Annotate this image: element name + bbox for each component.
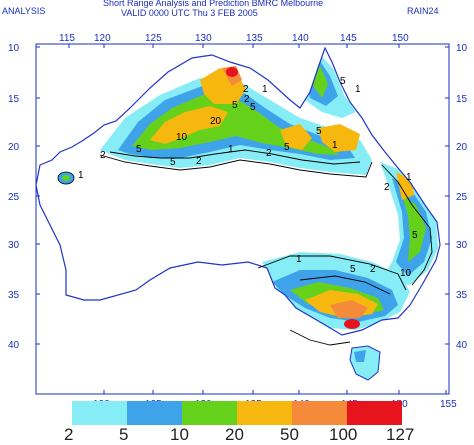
lon-tick-label: 115 (59, 33, 75, 44)
contour-label: 1 (228, 144, 234, 155)
contour-label: 2 (384, 182, 390, 193)
lon-tick-label: 150 (392, 33, 409, 44)
contour-label: 2 (266, 148, 272, 159)
legend-swatch (127, 401, 182, 425)
contour-label: 1 (406, 172, 412, 183)
legend-swatch (347, 401, 402, 425)
legend-swatch (72, 401, 127, 425)
lat-tick-label: 40 (8, 340, 20, 351)
lat-right-axis: 10 15 20 25 30 35 40 (456, 43, 468, 351)
contour-label: 20 (210, 116, 222, 127)
contour-label: 5 (250, 102, 256, 113)
legend-swatch (237, 401, 292, 425)
contour-label: 1 (78, 170, 84, 181)
contour-label: 10 (400, 268, 412, 279)
legend-label: 5 (119, 425, 129, 444)
lat-left-axis: 10 15 20 25 30 35 40 (8, 43, 20, 351)
lon-tick-label: 155 (440, 399, 457, 410)
rain-shading (100, 52, 438, 330)
legend-swatch (182, 401, 237, 425)
contour-label: 2 (370, 264, 376, 275)
contour-label: 2 (244, 94, 250, 105)
contour-label: 2 (243, 84, 249, 95)
contour-label: 5 (170, 157, 176, 168)
contour-label: 5 (340, 76, 346, 87)
lat-tick-label: 30 (456, 240, 468, 251)
contour-label: 1 (355, 84, 361, 95)
contour-label: 2 (100, 150, 106, 161)
lon-tick-label: 130 (195, 33, 212, 44)
lon-tick-label: 125 (145, 33, 162, 44)
contour-label: 1 (296, 254, 302, 265)
lat-tick-label: 30 (8, 240, 20, 251)
legend-label: 100 (329, 425, 358, 444)
lat-tick-label: 25 (456, 192, 468, 203)
lat-tick-label: 40 (456, 340, 468, 351)
lat-tick-label: 10 (456, 43, 468, 54)
legend-label: 10 (170, 425, 189, 444)
lat-tick-label: 10 (8, 43, 20, 54)
lat-tick-label: 15 (456, 94, 468, 105)
contour-label: 5 (284, 142, 290, 153)
lat-tick-label: 35 (456, 290, 468, 301)
rain24-label: RAIN24 (407, 6, 439, 16)
contour-label: 5 (136, 144, 142, 155)
lat-tick-label: 35 (8, 290, 20, 301)
lon-tick-label: 145 (340, 33, 357, 44)
map-title: Short Range Analysis and Prediction BMRC… (103, 0, 324, 8)
valid-time: VALID 0000 UTC Thu 3 FEB 2005 (121, 8, 258, 18)
legend-label: 20 (225, 425, 244, 444)
contour-label-group: 2 5 1 2 5 20 10 5 2 5 2 1 5 5 5 1 2 2 5 … (78, 76, 418, 279)
coastline (35, 46, 441, 336)
lat-tick-label: 20 (8, 142, 20, 153)
lon-tick-label: 140 (292, 33, 309, 44)
contour-label: 2 (196, 156, 202, 167)
tick-marks (36, 44, 449, 394)
contour-label: 5 (232, 100, 238, 111)
contour-label: 5 (350, 264, 356, 275)
lat-tick-label: 15 (8, 94, 20, 105)
lon-tick-label: 120 (94, 33, 111, 44)
lat-tick-label: 25 (8, 192, 20, 203)
legend-label: 50 (280, 425, 299, 444)
lon-top-axis: 115 120 125 130 135 140 145 150 (59, 33, 409, 44)
contour-lines (99, 149, 433, 346)
contour-label: 1 (262, 84, 268, 95)
analysis-label: ANALYSIS (2, 6, 46, 16)
contour-label: 10 (176, 132, 188, 143)
legend-bar (72, 401, 402, 425)
legend-label: 127 (386, 425, 415, 444)
contour-label: 5 (316, 126, 322, 137)
legend-swatch (292, 401, 347, 425)
lon-tick-label: 135 (246, 33, 263, 44)
lat-tick-label: 20 (456, 142, 468, 153)
contour-label: 5 (412, 230, 418, 241)
contour-label: 1 (332, 140, 338, 151)
legend-label: 2 (64, 425, 74, 444)
